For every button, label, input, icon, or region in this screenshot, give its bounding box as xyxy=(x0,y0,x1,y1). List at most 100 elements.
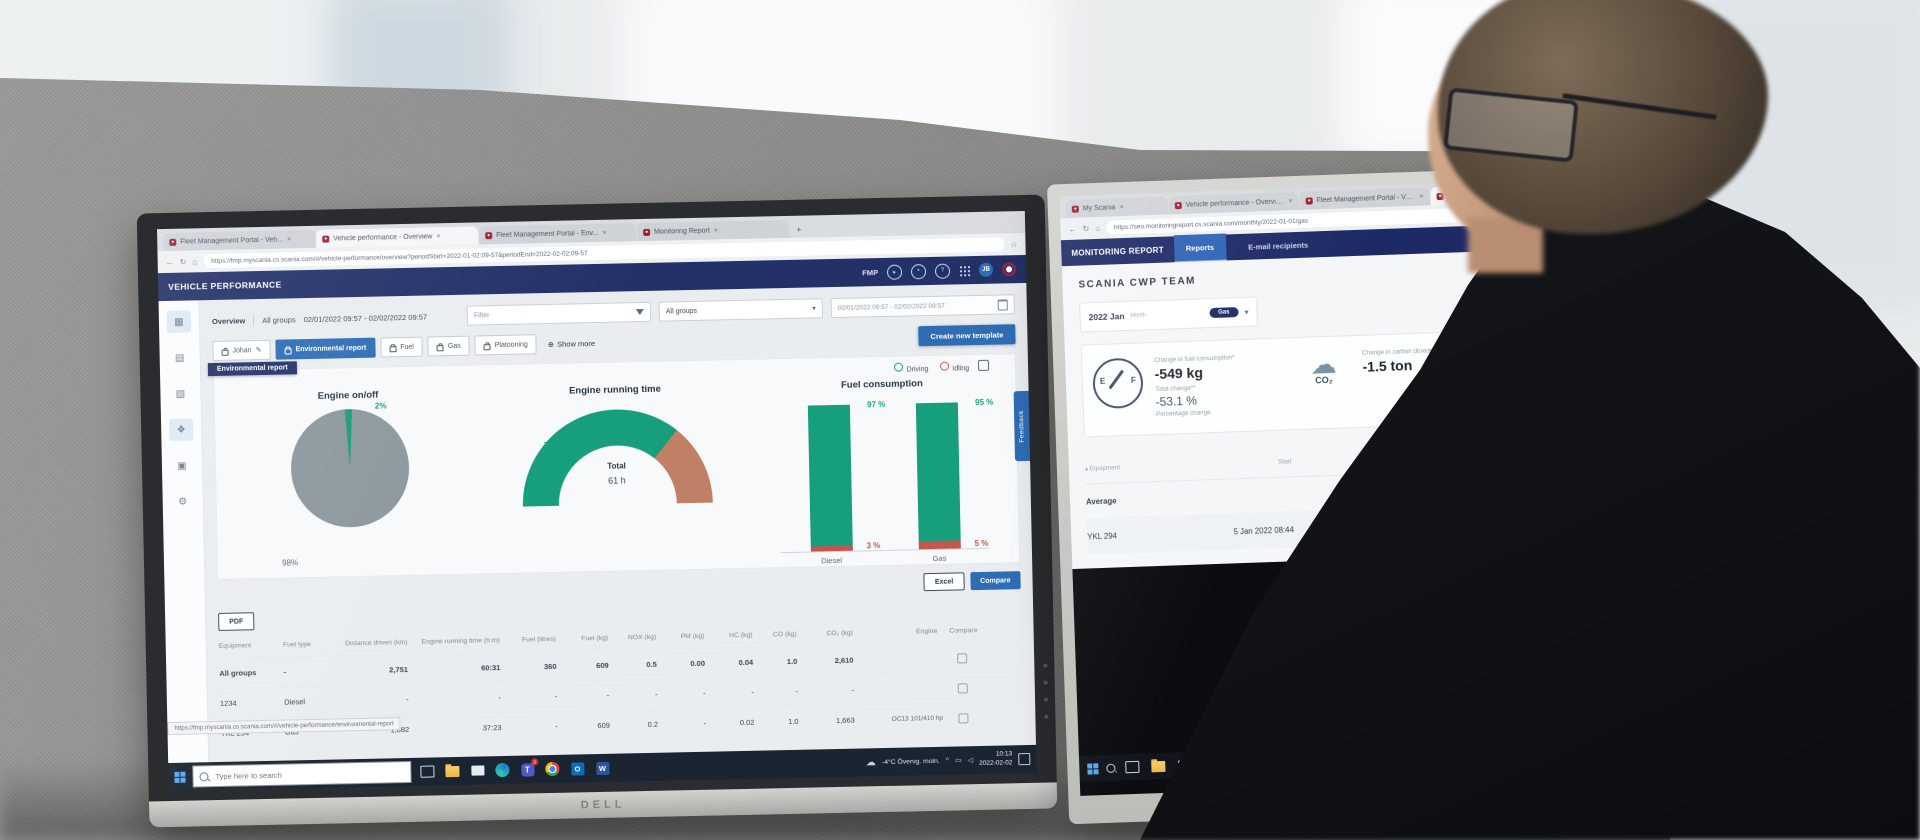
volume-icon[interactable]: ◁ xyxy=(967,757,974,765)
home-icon[interactable]: ⌂ xyxy=(1095,223,1101,233)
tab-title: Vehicle performance - Overview xyxy=(1185,197,1285,209)
close-icon[interactable]: × xyxy=(1288,197,1293,205)
back-icon[interactable]: ← xyxy=(165,257,174,267)
search-input[interactable] xyxy=(213,766,405,782)
word-icon[interactable]: W xyxy=(593,759,611,777)
lock-icon xyxy=(436,344,444,351)
network-icon[interactable]: ▭ xyxy=(954,757,962,765)
col-header: Equipment xyxy=(218,641,252,650)
taskbar-clock[interactable]: 10:13 2022-02-02 xyxy=(979,751,1013,769)
chip-platooning[interactable]: Platooning xyxy=(474,334,538,356)
sidebar-item-reports[interactable]: ▣ xyxy=(177,460,187,472)
show-more-button[interactable]: ⊕ Show more xyxy=(548,339,595,349)
sidebar-item-environment[interactable]: ❖ xyxy=(168,418,194,441)
compare-button[interactable]: Compare xyxy=(970,571,1021,591)
stat-sub-label: Total change** xyxy=(1155,384,1196,394)
cell: - xyxy=(654,689,658,699)
scania-favicon xyxy=(1174,201,1182,209)
task-view-icon[interactable] xyxy=(418,762,436,780)
filter-input[interactable]: Filter xyxy=(466,301,652,326)
cell xyxy=(1181,494,1297,498)
close-icon[interactable]: × xyxy=(286,235,292,243)
notification-center-icon[interactable] xyxy=(1018,752,1031,766)
chip-environmental-report[interactable]: Environmental report xyxy=(275,337,376,360)
overview-label: Overview xyxy=(211,315,246,326)
cell: OC13 101/410 hp xyxy=(891,714,944,723)
sidebar-item-settings[interactable]: ⚙ xyxy=(178,496,188,508)
compare-checkbox[interactable] xyxy=(957,682,968,693)
monitor-buttons[interactable] xyxy=(1043,663,1049,719)
weather-widget[interactable]: -4°C Övervg. moln. xyxy=(881,757,940,766)
show-more-label: Show more xyxy=(557,338,596,349)
refresh-icon[interactable]: ↻ xyxy=(1082,223,1090,233)
task-view-icon[interactable] xyxy=(1123,758,1142,777)
tray-expand-icon[interactable]: ^ xyxy=(945,757,950,765)
sidebar-item-vehicles[interactable]: ▧ xyxy=(175,388,186,400)
help-icon[interactable]: ? xyxy=(934,263,951,279)
bar-label-bottom: 5 % xyxy=(974,538,989,549)
chart-title: Engine running time xyxy=(568,383,661,397)
sidebar-item-overview[interactable]: ▦ xyxy=(166,310,192,333)
start-button[interactable] xyxy=(174,771,186,783)
stat-sub-value: -53.1 % xyxy=(1155,393,1198,410)
taskbar-search[interactable] xyxy=(192,760,412,788)
compare-checkbox[interactable] xyxy=(956,652,967,663)
excel-button[interactable]: Excel xyxy=(923,572,965,592)
period-value: 2022 Jan xyxy=(1088,311,1125,323)
scania-logo-icon xyxy=(1001,262,1017,277)
status-url-text: https://fmp.myscania.cs.scania.com/#/veh… xyxy=(174,720,394,732)
chart-title: Fuel consumption xyxy=(840,378,923,391)
outlook-icon[interactable]: O xyxy=(568,759,586,777)
period-selector[interactable]: 2022 Jan Month Gas ▾ xyxy=(1079,296,1259,333)
chip-johan[interactable]: Johan ✎ xyxy=(212,339,271,362)
play-icon[interactable]: ▸ xyxy=(886,264,903,280)
category-diesel: Diesel xyxy=(821,555,843,566)
chip-fuel[interactable]: Fuel xyxy=(380,336,424,358)
home-icon[interactable]: ⌂ xyxy=(192,256,198,266)
col-header: Fuel (kg) xyxy=(581,634,609,642)
pencil-icon[interactable]: ✎ xyxy=(255,346,262,355)
cell: Average xyxy=(1085,495,1117,507)
close-icon[interactable]: × xyxy=(436,232,441,240)
avatar[interactable]: JB xyxy=(978,262,994,277)
onedrive-icon[interactable]: ☁ xyxy=(865,756,876,768)
create-template-button[interactable]: Create new template xyxy=(918,324,1016,347)
cell: 1,663 xyxy=(835,715,855,726)
tab-email-recipients[interactable]: E-mail recipients xyxy=(1247,240,1309,252)
close-icon[interactable]: × xyxy=(602,229,607,237)
gauge-chart: Total 61 h 72% 28% xyxy=(520,407,713,508)
bookmark-icon[interactable]: ☆ xyxy=(1010,239,1018,249)
search-icon[interactable] xyxy=(1106,763,1116,773)
new-tab-button[interactable]: + xyxy=(796,224,802,235)
refresh-icon[interactable]: ↻ xyxy=(179,257,187,267)
pdf-button[interactable]: PDF xyxy=(218,612,255,631)
col-header: HC (kg) xyxy=(729,631,753,639)
sidebar-item-groups[interactable]: ▤ xyxy=(174,352,185,364)
col-header: Distance driven (km) xyxy=(345,638,408,647)
cell: YKL 294 xyxy=(1087,530,1118,541)
edge-icon[interactable] xyxy=(493,761,511,779)
compare-checkbox[interactable] xyxy=(957,712,969,723)
sort-icon[interactable]: ▴ xyxy=(1084,464,1089,473)
fuel-type-badge: Gas xyxy=(1209,307,1239,319)
close-icon[interactable]: × xyxy=(1419,193,1424,201)
apps-grid-icon[interactable] xyxy=(958,264,971,276)
cell: - xyxy=(703,688,706,698)
file-explorer-icon[interactable] xyxy=(443,762,461,780)
chip-gas[interactable]: Gas xyxy=(427,335,470,357)
groups-dropdown[interactable]: All groups ▾ xyxy=(658,298,824,322)
tab-reports[interactable]: Reports xyxy=(1173,233,1227,264)
chart-title: Engine on/off xyxy=(317,389,379,402)
close-icon[interactable]: × xyxy=(713,226,718,234)
start-button[interactable] xyxy=(1087,762,1099,775)
file-explorer-icon[interactable] xyxy=(1149,757,1168,776)
close-icon[interactable]: × xyxy=(1119,203,1124,211)
chrome-icon[interactable] xyxy=(543,760,561,778)
mail-icon[interactable] xyxy=(468,761,486,779)
back-icon[interactable]: ← xyxy=(1068,224,1077,234)
bar-label-top: 95 % xyxy=(974,397,994,408)
date-range-picker[interactable]: 02/01/2022 09:57 - 02/02/2022 09:57 xyxy=(830,294,1015,319)
bell-icon[interactable]: • xyxy=(910,263,927,279)
feedback-tab[interactable]: Feedback xyxy=(1013,390,1031,462)
